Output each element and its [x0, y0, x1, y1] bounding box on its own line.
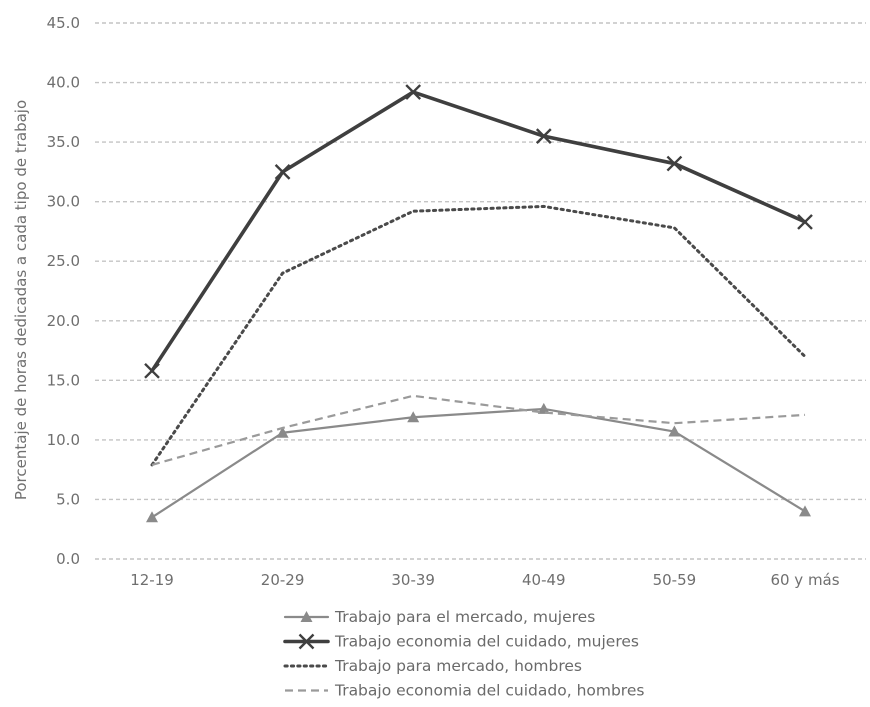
- data-point-x: [405, 84, 422, 100]
- data-point-x: [274, 164, 291, 180]
- data-point-x: [666, 155, 683, 172]
- legend-item: Trabajo economia del cuidado, mujeres: [283, 633, 639, 651]
- x-tick-label: 30-39: [391, 571, 435, 589]
- gridlines: [95, 22, 866, 560]
- y-tick-label: 10.0: [47, 431, 80, 449]
- y-tick-label: 5.0: [56, 490, 80, 508]
- data-point-x: [298, 633, 315, 650]
- y-tick-label: 25.0: [47, 252, 80, 270]
- data-point-triangle: [407, 411, 420, 423]
- legend-item: Trabajo para mercado, hombres: [283, 657, 582, 675]
- legend: Trabajo para el mercado, mujeres Trabajo …: [283, 608, 644, 700]
- legend-item: Trabajo economia del cuidado, hombres: [285, 682, 644, 700]
- y-tick-label: 35.0: [47, 133, 80, 151]
- data-point-triangle: [300, 611, 313, 622]
- y-tick-label: 20.0: [47, 312, 80, 330]
- x-axis-ticks: 12-19 20-29 30-39 40-49 50-59 60 y más: [130, 571, 840, 589]
- series-2: [144, 84, 813, 379]
- y-tick-label: 30.0: [47, 193, 80, 211]
- x-tick-label: 12-19: [130, 571, 174, 589]
- series-3: [150, 204, 807, 467]
- y-axis-label: Porcentaje de horas dedicadas a cada tip…: [12, 100, 30, 500]
- data-point-x: [797, 214, 813, 230]
- data-point-triangle: [276, 426, 289, 438]
- series-line: [150, 204, 807, 467]
- y-tick-label: 15.0: [47, 371, 80, 389]
- legend-label: Trabajo para el mercado, mujeres: [334, 608, 595, 626]
- x-tick-label: 40-49: [522, 571, 566, 589]
- data-point-x: [535, 128, 552, 145]
- y-tick-label: 0.0: [56, 550, 80, 568]
- data-point-triangle: [146, 511, 158, 523]
- legend-label: Trabajo economia del cuidado, hombres: [334, 682, 644, 700]
- data-point-triangle: [668, 425, 681, 437]
- y-tick-label: 40.0: [47, 74, 80, 92]
- data-point-triangle: [537, 402, 550, 414]
- series-line: [150, 90, 807, 373]
- x-tick-label: 50-59: [653, 571, 697, 589]
- y-axis-ticks: 0.0 5.0 10.0 15.0 20.0 25.0 30.0 35.0 40.0 45.0: [47, 14, 80, 568]
- x-tick-label: 20-29: [261, 571, 305, 589]
- series-lines: [144, 84, 813, 523]
- x-tick-label: 60 y más: [770, 571, 839, 589]
- data-point-x: [144, 362, 160, 379]
- legend-item: Trabajo para el mercado, mujeres: [283, 608, 595, 626]
- y-tick-label: 45.0: [47, 14, 80, 32]
- series-1: [146, 402, 811, 523]
- series-line: [150, 407, 807, 519]
- data-point-triangle: [799, 505, 811, 517]
- legend-label: Trabajo economia del cuidado, mujeres: [334, 633, 639, 651]
- legend-label: Trabajo para mercado, hombres: [334, 657, 582, 675]
